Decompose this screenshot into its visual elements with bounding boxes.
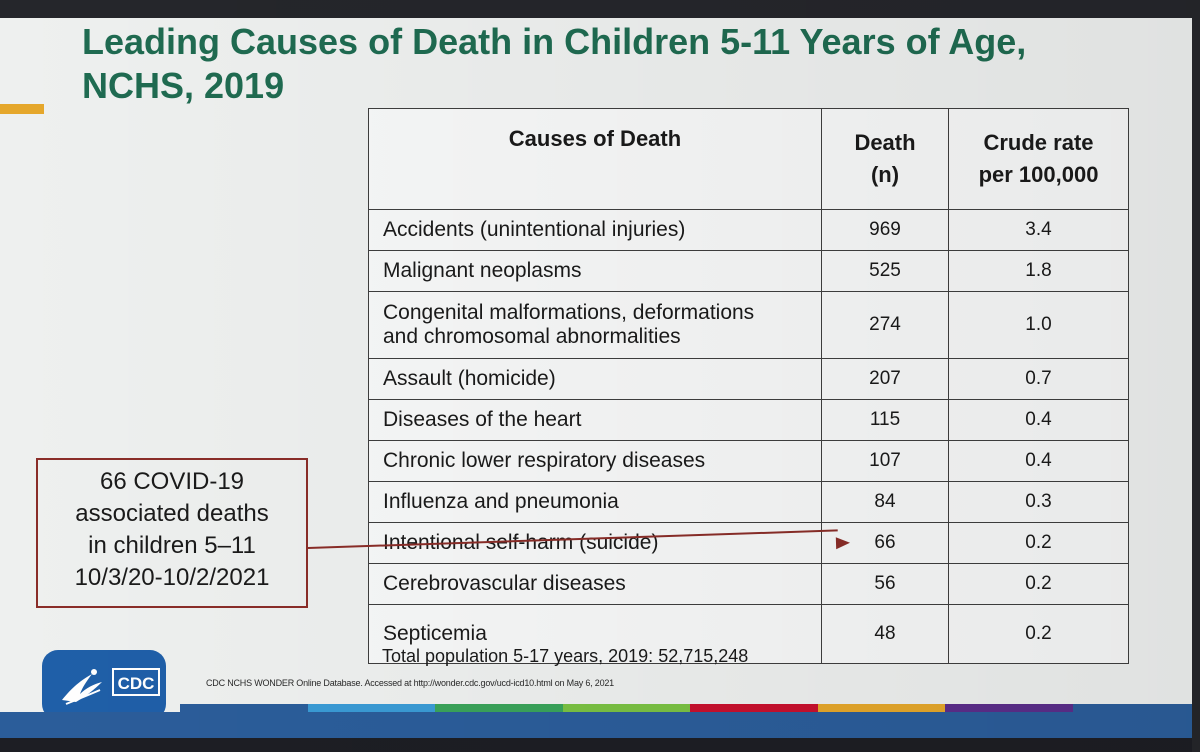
title-line-1: Leading Causes of Death in Children 5-11… — [82, 21, 1027, 62]
title-line-2: NCHS, 2019 — [82, 65, 285, 106]
callout-line-3: in children 5–11 — [88, 532, 256, 559]
cause-cell: Congenital malformations, deformations a… — [368, 291, 822, 359]
screen-bottom-edge — [0, 738, 1200, 752]
cause-cell: Cerebrovascular diseases — [368, 563, 822, 605]
cdc-logo: CDC — [42, 650, 166, 720]
callout-line-2: associated deaths — [75, 500, 269, 527]
cause-line-1: Congenital malformations, deformations — [383, 301, 755, 324]
callout-line-1: 66 COVID-19 — [99, 468, 245, 495]
table-row: Assault (homicide) 207 0.7 — [368, 358, 1129, 400]
brand-stripes — [180, 704, 1200, 712]
table-row: Septicemia 48 0.2 — [368, 604, 1129, 664]
stripe — [307, 704, 435, 712]
deaths-cell: 107 — [821, 440, 949, 482]
header-deaths-line2: (n) — [870, 162, 900, 187]
rate-cell: 1.0 — [948, 291, 1129, 359]
header-deaths: Death (n) — [821, 108, 949, 210]
cause-cell: Accidents (unintentional injuries) — [368, 209, 822, 251]
source-citation: CDC NCHS WONDER Online Database. Accesse… — [206, 678, 614, 688]
deaths-cell: 56 — [821, 563, 949, 605]
table-row: Malignant neoplasms 525 1.8 — [368, 250, 1129, 292]
table-row: Chronic lower respiratory diseases 107 0… — [368, 440, 1129, 482]
header-deaths-line1: Death — [854, 130, 916, 155]
table-row: Cerebrovascular diseases 56 0.2 — [368, 563, 1129, 605]
rate-cell: 0.2 — [948, 563, 1129, 605]
rate-cell: 0.2 — [948, 522, 1129, 564]
table-row: Diseases of the heart 115 0.4 — [368, 399, 1129, 441]
table-row: Congenital malformations, deformations a… — [368, 291, 1129, 359]
table-row: Influenza and pneumonia 84 0.3 — [368, 481, 1129, 523]
header-rate-line1: Crude rate — [983, 130, 1094, 155]
cause-cell: Malignant neoplasms — [368, 250, 822, 292]
deaths-cell: 274 — [821, 291, 949, 359]
table-row: Accidents (unintentional injuries) 969 3… — [368, 209, 1129, 251]
cdc-wordmark: CDC — [112, 668, 160, 696]
stripe — [945, 704, 1073, 712]
total-population-note: Total population 5-17 years, 2019: 52,71… — [382, 646, 749, 666]
rate-cell: 0.3 — [948, 481, 1129, 523]
stripe — [562, 704, 690, 712]
rate-cell: 3.4 — [948, 209, 1129, 251]
hhs-eagle-icon — [62, 669, 102, 705]
stripe — [817, 704, 945, 712]
rate-cell: 0.4 — [948, 399, 1129, 441]
cause-cell: Diseases of the heart — [368, 399, 822, 441]
header-rate-line2: per 100,000 — [978, 162, 1099, 187]
rate-cell: 0.2 — [948, 604, 1129, 664]
cause-cell: Chronic lower respiratory diseases — [368, 440, 822, 482]
rate-cell: 1.8 — [948, 250, 1129, 292]
callout-line-4: 10/3/20-10/2/2021 — [74, 564, 270, 591]
deaths-cell: 969 — [821, 209, 949, 251]
stripe — [180, 704, 308, 712]
deaths-cell: 66 — [821, 522, 949, 564]
screen-right-edge — [1192, 0, 1200, 752]
stripe — [690, 704, 818, 712]
covid-callout-box: 66 COVID-19 associated deaths in childre… — [36, 458, 308, 608]
rate-cell: 0.7 — [948, 358, 1129, 400]
causes-of-death-table: Causes of Death Death (n) Crude rate per… — [368, 108, 1129, 664]
slide-title: Leading Causes of Death in Children 5-11… — [82, 20, 1142, 108]
deaths-cell: 115 — [821, 399, 949, 441]
deaths-cell: 48 — [821, 604, 949, 664]
title-accent-bar — [0, 104, 44, 114]
cause-line-2: and chromosomal abnormalities — [383, 325, 681, 348]
table-header-row: Causes of Death Death (n) Crude rate per… — [368, 108, 1129, 210]
rate-cell: 0.4 — [948, 440, 1129, 482]
deaths-cell: 84 — [821, 481, 949, 523]
stripe — [435, 704, 563, 712]
footer-blue-band — [0, 712, 1200, 738]
cause-cell: Assault (homicide) — [368, 358, 822, 400]
header-causes: Causes of Death — [368, 108, 822, 210]
cause-cell: Influenza and pneumonia — [368, 481, 822, 523]
screen-top-edge — [0, 0, 1200, 18]
deaths-cell: 207 — [821, 358, 949, 400]
deaths-cell: 525 — [821, 250, 949, 292]
stripe — [1072, 704, 1200, 712]
cause-cell: Septicemia — [368, 604, 822, 664]
header-crude-rate: Crude rate per 100,000 — [948, 108, 1129, 210]
callout-arrow-head-icon — [835, 536, 851, 550]
